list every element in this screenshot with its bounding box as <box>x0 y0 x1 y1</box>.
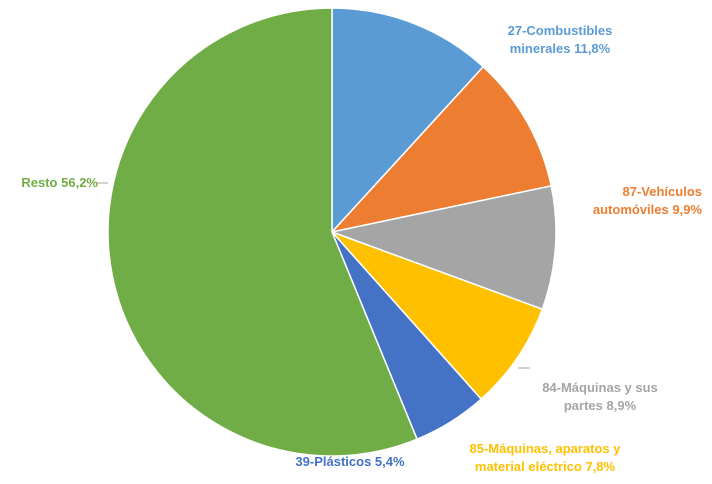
data-label: Resto 56,2% <box>4 174 98 192</box>
value-label: 7,8% <box>585 459 616 474</box>
pie-slice <box>107 7 419 457</box>
data-label: 27-Combustibles minerales 11,8% <box>488 22 632 58</box>
value-label: 9,9% <box>672 202 702 217</box>
value-label: 56,2% <box>61 175 98 190</box>
value-label: 5,4% <box>374 454 405 469</box>
category-label: 39-Plásticos <box>295 454 372 469</box>
pie-slice <box>329 184 557 311</box>
data-label: 84-Máquinas y sus partes 8,9% <box>528 379 672 415</box>
category-label: 87-Vehículos automóviles <box>592 184 702 217</box>
pie-slice <box>329 65 553 234</box>
category-label: Resto <box>21 175 58 190</box>
value-label: 11,8% <box>574 41 611 56</box>
pie-slice <box>331 7 485 234</box>
pie-slice <box>331 231 544 401</box>
category-label: 84-Máquinas y sus partes <box>542 380 658 413</box>
category-label: 85-Máquinas, aparatos y material eléctri… <box>469 441 621 474</box>
data-label: 39-Plásticos 5,4% <box>270 453 430 471</box>
value-label: 8,9% <box>606 398 637 413</box>
data-label: 85-Máquinas, aparatos y material eléctri… <box>450 440 640 476</box>
category-label: 27-Combustibles minerales <box>507 23 613 56</box>
data-label: 87-Vehículos automóviles 9,9% <box>570 183 702 219</box>
